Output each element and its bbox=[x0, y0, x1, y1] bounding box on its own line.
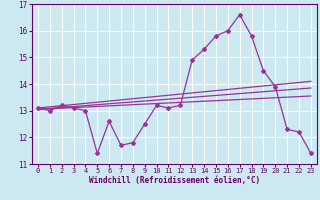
X-axis label: Windchill (Refroidissement éolien,°C): Windchill (Refroidissement éolien,°C) bbox=[89, 176, 260, 185]
